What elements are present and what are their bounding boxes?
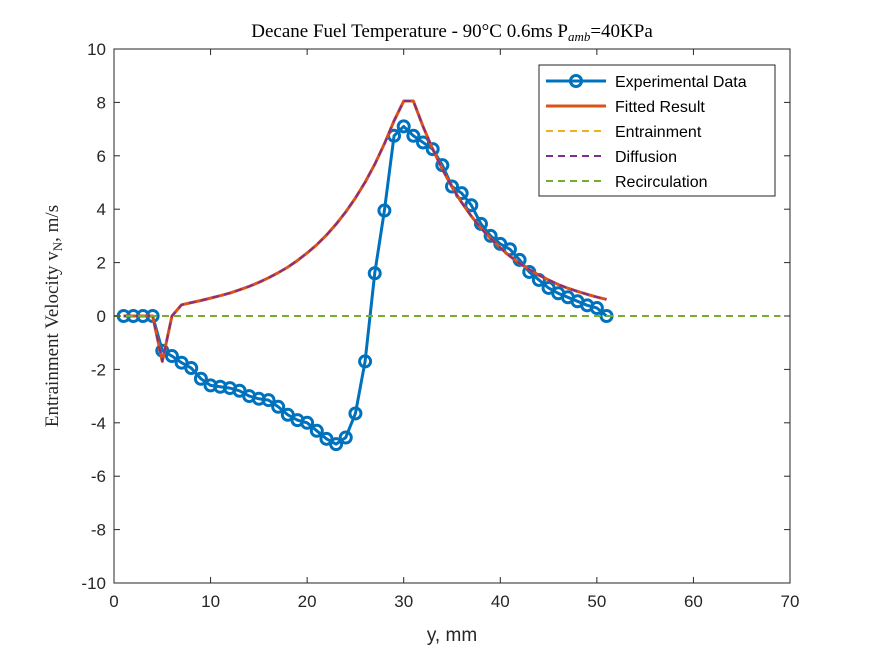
legend: Experimental Data Fitted Result Entrainm…	[538, 64, 776, 197]
series-diffusion	[123, 100, 607, 363]
data-point	[329, 437, 344, 452]
legend-label-diffusion: Diffusion	[615, 149, 677, 166]
data-point	[348, 406, 363, 421]
data-point	[406, 128, 421, 143]
data-point	[464, 198, 479, 213]
x-tick-label: 70	[781, 592, 800, 611]
legend-entry-experimental: Experimental Data	[546, 74, 747, 91]
y-tick-label: 6	[97, 147, 106, 166]
x-tick-label: 60	[684, 592, 703, 611]
legend-entry-entrainment: Entrainment	[546, 124, 702, 141]
ticks-layer: 0 10 20 30 40 50 60 70 -10 -8 -6 -4 -2 0 2 4 6 8 10	[81, 40, 799, 611]
data-point	[164, 349, 179, 364]
data-point	[425, 142, 440, 157]
y-axis-label-subscript: N	[50, 241, 65, 251]
data-point	[483, 228, 498, 243]
series-line-diffusion	[123, 100, 607, 363]
x-tick-label: 30	[394, 592, 413, 611]
data-point	[271, 399, 286, 414]
legend-label-experimental: Experimental Data	[615, 74, 747, 91]
data-point	[396, 119, 411, 134]
x-tick-label: 50	[587, 592, 606, 611]
x-tick-label: 20	[298, 592, 317, 611]
data-point	[445, 179, 459, 194]
data-point	[309, 423, 324, 438]
data-point	[261, 393, 276, 408]
data-point	[377, 203, 392, 218]
y-tick-label: 10	[87, 40, 106, 59]
y-tick-label: -8	[91, 521, 106, 540]
data-point	[358, 354, 373, 369]
data-point	[184, 361, 199, 376]
y-tick-label: 0	[97, 307, 106, 326]
x-tick-label: 0	[109, 592, 118, 611]
y-tick-label: -10	[81, 574, 106, 593]
legend-label-recirculation: Recirculation	[615, 174, 707, 191]
legend-label-fitted: Fitted Result	[615, 99, 705, 116]
y-tick-label: 4	[97, 200, 106, 219]
y-tick-label: 2	[97, 254, 106, 273]
data-point	[300, 415, 315, 430]
y-tick-label: 8	[97, 93, 106, 112]
chart-title: Decane Fuel Temperature - 90°C 0.6ms Pam…	[251, 21, 653, 44]
legend-entry-diffusion: Diffusion	[546, 149, 677, 166]
legend-entry-fitted: Fitted Result	[546, 99, 705, 116]
x-tick-label: 40	[491, 592, 510, 611]
chart-title-subscript: amb	[568, 29, 591, 44]
series-layer	[114, 99, 781, 452]
y-tick-label: -2	[91, 360, 106, 379]
y-tick-label: -6	[91, 467, 106, 486]
legend-entry-recirculation: Recirculation	[546, 174, 707, 191]
data-point	[193, 371, 208, 386]
data-point	[367, 266, 382, 281]
y-axis-label: Entrainment Velocity vN, m/s	[42, 205, 65, 427]
x-axis-label: y, mm	[427, 625, 477, 646]
legend-label-entrainment: Entrainment	[615, 124, 702, 141]
data-point	[589, 300, 604, 315]
data-point	[338, 430, 353, 445]
y-tick-label: -4	[91, 414, 106, 433]
legend-marker-experimental	[569, 74, 583, 88]
x-tick-label: 10	[201, 592, 220, 611]
